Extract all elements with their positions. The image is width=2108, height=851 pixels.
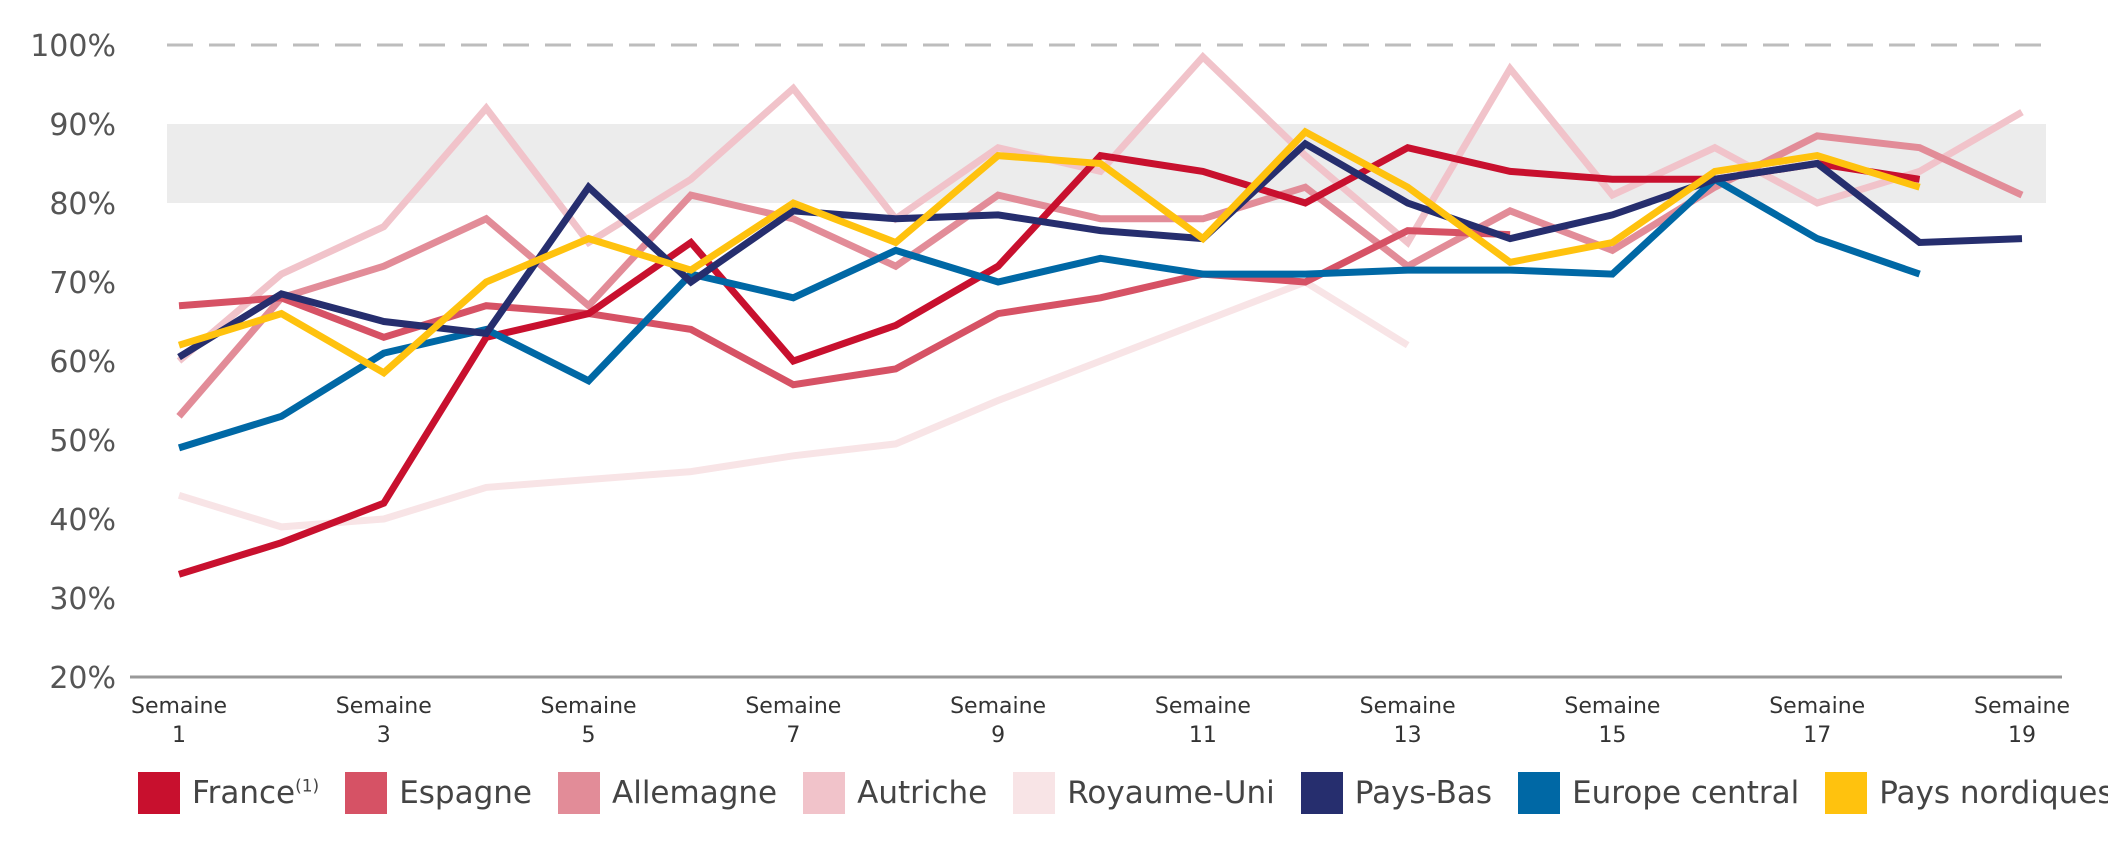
y-tick-label: 80% — [49, 187, 116, 222]
legend-item: Pays-Bas — [1300, 772, 1493, 814]
legend-label: France(1) — [192, 775, 320, 811]
legend-item: Allemagne — [558, 772, 777, 814]
legend-label: Pays nordiques — [1879, 775, 2108, 811]
x-tick-label: Semaine 9 — [950, 694, 1046, 748]
legend-label: Pays-Bas — [1354, 775, 1493, 811]
x-tick-label: Semaine 5 — [541, 694, 637, 748]
legend-swatch — [345, 772, 388, 814]
x-tick-label: Semaine 15 — [1564, 694, 1660, 748]
x-axis-ticks: Semaine 1 Semaine 3 Semaine 5 Semaine 7 Semaine 9… — [131, 694, 2070, 748]
series-line-pays-bas — [177, 139, 2023, 361]
series-line-espagne — [178, 227, 1511, 389]
legend-label: Autriche — [857, 775, 988, 811]
legend-swatch — [803, 772, 846, 814]
series-line-royaume-uni — [177, 278, 1410, 531]
legend-item: Pays nordiques — [1825, 772, 2108, 814]
legend-label: Europe central — [1572, 775, 1800, 811]
series-line-allemagne — [176, 132, 2024, 419]
x-tick-label: Semaine 13 — [1360, 694, 1456, 748]
series-line-autriche — [176, 51, 2024, 364]
x-tick-label: Semaine 3 — [336, 694, 432, 748]
y-tick-label: 40% — [49, 503, 116, 538]
legend-swatch — [1825, 772, 1868, 814]
legend-item: Royaume-Uni — [1013, 772, 1275, 814]
legend-label: Royaume-Uni — [1067, 775, 1275, 811]
series-lines — [176, 51, 2024, 578]
legend: France(1) Espagne Allemagne Autriche Royaume… — [138, 772, 2108, 814]
y-tick-label: 50% — [49, 424, 116, 459]
legend-swatch — [558, 772, 600, 814]
x-tick-label: Semaine 7 — [745, 694, 841, 748]
x-tick-label: Semaine 11 — [1155, 694, 1251, 748]
legend-item: Europe central — [1518, 772, 1799, 814]
legend-footnote-marker: (1) — [295, 776, 320, 797]
y-tick-label: 100% — [30, 29, 116, 64]
legend-item: Espagne — [345, 772, 532, 814]
series-line-france — [177, 143, 1921, 578]
legend-swatch — [138, 772, 180, 814]
legend-swatch — [1300, 772, 1343, 814]
y-tick-label: 20% — [49, 661, 116, 696]
legend-item: Autriche — [803, 772, 987, 814]
legend-label: Allemagne — [612, 775, 778, 811]
legend-item: France(1) — [138, 772, 319, 814]
x-tick-label: Semaine 19 — [1974, 694, 2070, 748]
x-tick-label: Semaine 17 — [1769, 694, 1865, 748]
legend-swatch — [1013, 772, 1056, 814]
legend-label: Espagne — [399, 775, 532, 811]
y-tick-label: 90% — [49, 108, 116, 143]
legend-swatch — [1518, 772, 1561, 814]
y-tick-label: 70% — [49, 266, 116, 301]
y-tick-label: 30% — [49, 582, 116, 617]
y-axis-ticks: 20% 30% 40% 50% 60% 70% 80% 90% 100% — [30, 29, 116, 696]
x-tick-label: Semaine 1 — [131, 694, 227, 748]
series-line-pays-nordiques — [177, 127, 1921, 378]
y-tick-label: 60% — [49, 345, 116, 380]
